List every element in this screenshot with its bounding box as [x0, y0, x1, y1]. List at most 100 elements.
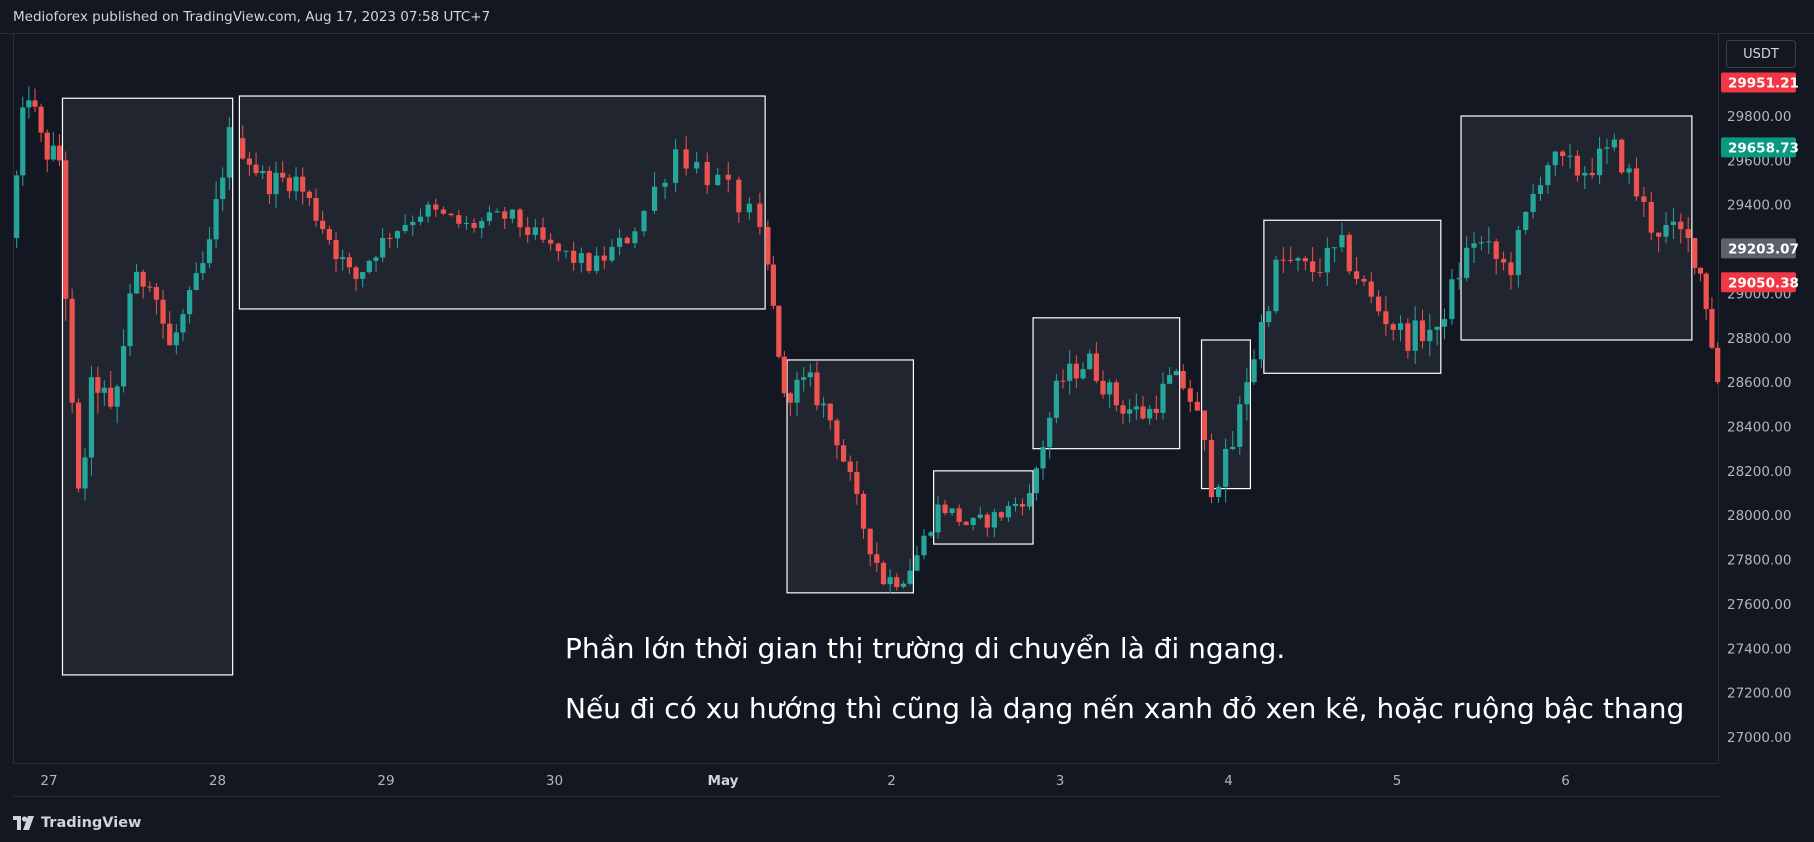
price-tick-label: 29600.00: [1727, 153, 1791, 169]
candle: [525, 216, 531, 243]
candle: [1208, 433, 1215, 504]
candle: [847, 455, 853, 481]
candle: [1530, 184, 1536, 219]
candle-body: [949, 508, 955, 514]
candle-body: [1611, 139, 1617, 148]
candle: [1173, 368, 1179, 376]
candle-body: [1187, 388, 1193, 402]
time-tick-label: 4: [1224, 773, 1233, 789]
candle: [894, 573, 900, 591]
candle-body: [200, 263, 206, 274]
candle-body: [20, 107, 26, 176]
candle-body: [56, 145, 63, 161]
candle-body: [1678, 221, 1684, 230]
candle: [1493, 238, 1499, 275]
candle: [1215, 484, 1222, 503]
candle: [694, 151, 700, 174]
candle: [1441, 308, 1448, 340]
candle: [781, 350, 787, 398]
candle: [240, 125, 246, 160]
candle: [220, 167, 226, 212]
candle: [1449, 268, 1455, 325]
candle: [313, 188, 319, 227]
candle: [1100, 370, 1106, 399]
candle: [1012, 497, 1019, 512]
candle-body: [1697, 267, 1704, 274]
candle: [1005, 501, 1012, 522]
candle-body: [781, 356, 787, 394]
price-marker: 29050.38: [1721, 272, 1799, 293]
candle: [286, 174, 292, 199]
candle: [1545, 161, 1551, 194]
candle: [479, 217, 485, 239]
candle-body: [1019, 503, 1026, 507]
price-marker-bg: [1721, 72, 1796, 93]
candle: [1478, 235, 1485, 251]
candle: [887, 569, 893, 594]
candle: [108, 370, 114, 410]
candle-body: [1419, 320, 1426, 342]
candle-body: [1324, 247, 1330, 273]
candle-body: [1648, 201, 1654, 233]
candle-body: [1685, 229, 1691, 238]
candle: [1288, 246, 1294, 264]
candle-body: [1080, 369, 1086, 379]
candle: [770, 255, 776, 310]
candle-body: [425, 204, 431, 217]
candle-body: [1180, 371, 1186, 389]
candle: [1508, 251, 1514, 290]
range-box: [1460, 115, 1693, 341]
candle-body: [101, 387, 107, 393]
candle: [617, 228, 623, 256]
candle: [509, 209, 515, 224]
candle-body: [874, 554, 880, 563]
candle: [970, 517, 976, 531]
candle: [160, 290, 166, 339]
candle-body: [50, 145, 56, 160]
time-axis[interactable]: [13, 763, 1719, 797]
candle: [1361, 275, 1367, 287]
annotation-line-1: Phần lớn thời gian thị trường di chuyển …: [565, 632, 1285, 665]
candle-body: [75, 402, 82, 489]
candle-body: [456, 215, 462, 224]
candle: [120, 329, 127, 393]
candle-body: [827, 403, 833, 421]
candle-body: [1266, 311, 1272, 323]
candle: [586, 251, 592, 274]
candle: [787, 391, 793, 417]
price-marker-bg: [1721, 272, 1796, 293]
candle-body: [1237, 404, 1243, 447]
candle: [1670, 208, 1677, 239]
candle: [1019, 498, 1026, 516]
candle: [56, 133, 63, 167]
currency-button[interactable]: USDT: [1726, 40, 1796, 68]
candle: [1317, 258, 1323, 277]
candle: [486, 205, 492, 226]
candle: [340, 249, 346, 271]
candle: [63, 151, 69, 321]
candle: [456, 210, 462, 228]
price-tick-label: 29400.00: [1727, 198, 1791, 214]
candle-body: [1332, 247, 1338, 249]
candle: [1339, 222, 1345, 253]
candle-body: [373, 257, 379, 261]
candle: [609, 239, 615, 263]
candle-body: [1167, 375, 1173, 384]
candle: [840, 439, 847, 463]
annotation-line-2: Nếu đi có xu hướng thì cũng là dạng nến …: [565, 692, 1684, 725]
tradingview-logo[interactable]: TradingView: [13, 815, 141, 831]
candle: [1641, 186, 1647, 218]
candle-body: [1107, 382, 1113, 395]
candle-body: [963, 521, 969, 525]
candle: [632, 227, 638, 249]
candle-body: [266, 170, 272, 195]
candle: [180, 308, 186, 342]
candle-body: [586, 253, 592, 272]
candle-body: [776, 305, 782, 357]
price-tick-label: 28400.00: [1727, 420, 1791, 436]
candle-body: [1047, 417, 1053, 448]
candle: [1390, 322, 1396, 341]
candle-body: [1173, 371, 1179, 376]
candle-body: [1208, 440, 1215, 498]
candle: [900, 581, 907, 589]
